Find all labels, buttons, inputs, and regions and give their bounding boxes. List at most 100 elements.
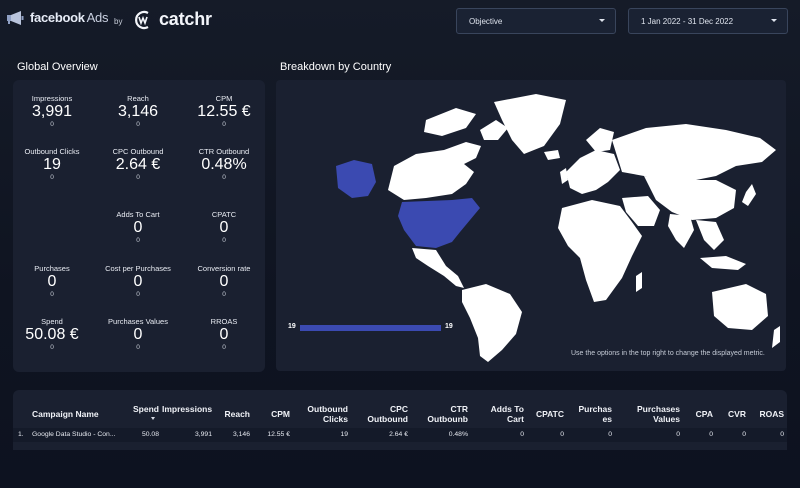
- cell-campaign-name[interactable]: Google Data Studio - Con...: [32, 431, 116, 438]
- metric-cpatc: CPATC 0 0: [184, 210, 264, 244]
- catchr-logo-icon: [135, 10, 149, 29]
- catchr-brand-text: catchr: [159, 9, 212, 29]
- header-campaign-name[interactable]: Campaign Name: [32, 409, 99, 419]
- header-line: Adds To: [490, 404, 524, 414]
- metric-value: 0: [219, 326, 229, 343]
- header-roas[interactable]: ROAS: [759, 409, 784, 419]
- chevron-down-icon: [599, 19, 605, 22]
- metric-label: Purchases: [34, 264, 70, 273]
- metric-cpc-outbound: CPC Outbound 2.64 € 0: [98, 147, 178, 181]
- country-africa: [558, 200, 642, 302]
- header-ctr-outbound[interactable]: CTR Outbounb: [416, 404, 468, 424]
- country-uk: [560, 168, 568, 184]
- cell-cpa: 0: [709, 431, 713, 438]
- metric-delta: 0: [136, 121, 140, 128]
- country-india: [668, 214, 694, 248]
- global-overview-panel: [13, 80, 265, 372]
- date-range-label: 1 Jan 2022 - 31 Dec 2022: [641, 16, 734, 26]
- country-australia: [712, 284, 768, 330]
- metric-label: CPATC: [211, 210, 237, 219]
- cell-roas: 0: [780, 431, 784, 438]
- country-se-asia: [696, 220, 724, 250]
- metric-label: Reach: [127, 94, 149, 103]
- metric-value: 0: [133, 326, 143, 343]
- cell-ctr-outbound: 0.48%: [448, 431, 468, 438]
- country-arctic-islands: [424, 108, 476, 136]
- metric-delta: 0: [50, 121, 54, 128]
- header-adds-to-cart[interactable]: Adds To Cart: [476, 404, 524, 424]
- metric-value: 0: [219, 219, 229, 236]
- header-outbound-clicks[interactable]: Outbound Clicks: [296, 404, 348, 424]
- country-new-zealand: [772, 326, 780, 348]
- country-europe: [566, 150, 620, 194]
- land-masses: [388, 94, 780, 362]
- metric-value: 0.48%: [201, 156, 247, 173]
- metric-reach: Reach 3,146 0: [98, 94, 178, 128]
- metric-delta: 0: [222, 174, 226, 181]
- cell-adds-to-cart: 0: [520, 431, 524, 438]
- header-cpc-outbound[interactable]: CPC Outbound: [356, 404, 408, 424]
- metric-cost-per-purchases: Cost per Purchases 0 0: [98, 264, 178, 298]
- world-map[interactable]: [276, 80, 786, 371]
- metric-label: Impressions: [31, 94, 73, 103]
- table-row[interactable]: [13, 428, 787, 442]
- cell-cpm: 12.55 €: [267, 431, 290, 438]
- header-purchases-values[interactable]: Purchases Values: [624, 404, 680, 424]
- header-line: Cart: [506, 414, 524, 424]
- map-note-text: Use the options in the top right to chan…: [571, 350, 765, 357]
- header-purchases[interactable]: Purchas es: [570, 404, 612, 424]
- country-south-america: [462, 284, 522, 362]
- header-cpm[interactable]: CPM: [271, 409, 290, 419]
- row-index: 1.: [18, 431, 24, 438]
- metric-value: 0: [47, 273, 57, 290]
- metric-delta: 0: [222, 344, 226, 351]
- country-japan: [742, 184, 756, 206]
- metric-delta: 0: [222, 121, 226, 128]
- country-usa: [398, 198, 480, 248]
- metric-label: Cost per Purchases: [105, 264, 171, 273]
- metric-value: 12.55 €: [197, 103, 251, 120]
- metric-cpm: CPM 12.55 € 0: [184, 94, 264, 128]
- country-russia: [612, 124, 776, 180]
- objective-dropdown[interactable]: Objective: [456, 8, 616, 34]
- ads-suffix-text: Ads: [86, 10, 109, 25]
- header-line: CPC: [390, 404, 408, 414]
- country-central-asia: [644, 176, 736, 220]
- chevron-down-icon: [771, 19, 777, 22]
- header-reach[interactable]: Reach: [224, 409, 250, 419]
- header-line: Outbounb: [427, 414, 468, 424]
- country-canada: [388, 142, 481, 200]
- objective-dropdown-label: Objective: [469, 16, 503, 26]
- header-cpa[interactable]: CPA: [695, 409, 713, 419]
- country-iceland: [544, 150, 560, 160]
- date-range-dropdown[interactable]: 1 Jan 2022 - 31 Dec 2022: [628, 8, 788, 34]
- cell-outbound-clicks: 19: [340, 431, 348, 438]
- metric-value: 2.64 €: [115, 156, 161, 173]
- sort-descending-icon[interactable]: [151, 417, 155, 420]
- megaphone-icon: [7, 10, 24, 25]
- header-cpatc[interactable]: CPATC: [535, 409, 564, 419]
- highlighted-country-usa[interactable]: [336, 160, 480, 248]
- catchr-logo: catchr: [133, 9, 212, 30]
- header-cvr[interactable]: CVR: [728, 409, 746, 419]
- world-map-panel[interactable]: [276, 80, 786, 371]
- metric-label: CPC Outbound: [112, 147, 164, 156]
- cell-impressions: 3,991: [194, 431, 212, 438]
- header-line: Clicks: [322, 414, 348, 424]
- metric-rroas: RROAS 0 0: [184, 317, 264, 351]
- header-spend[interactable]: Spend: [133, 404, 159, 414]
- metric-value: 50.08 €: [25, 326, 79, 343]
- metric-label: CTR Outbound: [198, 147, 250, 156]
- facebook-ads-logo: facebook Ads: [6, 10, 108, 25]
- country-indonesia: [700, 256, 746, 270]
- metric-value: 3,146: [117, 103, 159, 120]
- header-impressions[interactable]: Impressions: [162, 404, 213, 414]
- legend-color-bar: [300, 325, 441, 331]
- breakdown-title: Breakdown by Country: [280, 61, 392, 73]
- metric-delta: 0: [50, 344, 54, 351]
- header-line: Outbound: [367, 414, 408, 424]
- metric-delta: 0: [50, 174, 54, 181]
- cell-cvr: 0: [742, 431, 746, 438]
- header-line: es: [602, 414, 612, 424]
